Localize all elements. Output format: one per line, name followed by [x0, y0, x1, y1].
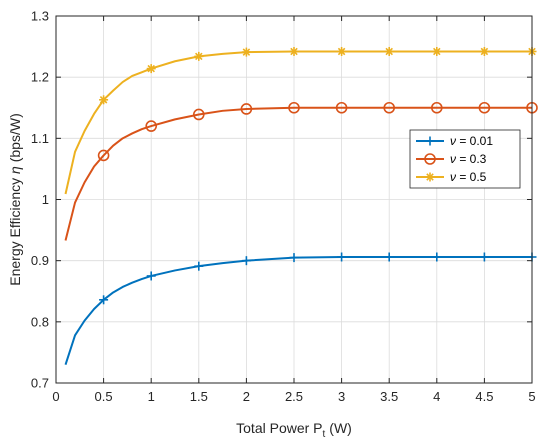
- y-tick-label: 0.7: [31, 376, 49, 391]
- legend-label-value: = 0.5: [456, 170, 487, 184]
- y-tick-label: 1.1: [31, 131, 49, 146]
- x-tick-label: 4: [433, 389, 440, 404]
- legend-label-symbol: ν: [450, 152, 456, 166]
- data-point: [146, 271, 156, 281]
- x-tick-label: 5: [528, 389, 535, 404]
- x-tick-label: 4.5: [475, 389, 493, 404]
- data-point: [384, 46, 394, 56]
- x-axis-title-main: Total Power P: [236, 420, 322, 436]
- data-point: [337, 252, 347, 262]
- legend-marker: [424, 153, 436, 165]
- legend-marker: [425, 136, 435, 146]
- data-point: [432, 46, 442, 56]
- series-line: [64, 106, 532, 241]
- legend-item: ν = 0.01: [416, 134, 493, 148]
- y-axis-title-suffix: (bps/W): [7, 113, 23, 166]
- data-point: [97, 149, 110, 162]
- data-point: [288, 101, 300, 114]
- data-point: [99, 295, 109, 305]
- legend-item: ν = 0.3: [416, 152, 487, 166]
- series-2: [64, 101, 538, 241]
- data-point: [383, 101, 396, 114]
- y-tick-label: 1.3: [31, 9, 49, 24]
- legend-label-symbol: ν: [450, 134, 456, 148]
- data-point: [241, 256, 251, 266]
- data-point: [478, 101, 491, 114]
- x-tick-label: 0.5: [95, 389, 113, 404]
- legend-label: ν = 0.5: [450, 170, 487, 184]
- data-point: [241, 47, 251, 57]
- data-point: [432, 252, 442, 262]
- legend-label: ν = 0.3: [450, 152, 487, 166]
- x-tick-label: 1: [148, 389, 155, 404]
- series-3: [64, 46, 537, 195]
- axis-tick-labels: 0 0.5 1 1.5 2 2.5 3 3.5 4 4.5 5 0.7 0.8 0.9 1 1.1 1.2 1.3: [31, 9, 536, 405]
- data-point: [479, 46, 489, 56]
- data-point: [289, 46, 299, 56]
- x-tick-label: 3.5: [380, 389, 398, 404]
- data-point: [194, 261, 204, 271]
- axis-ticks: [55, 15, 533, 384]
- data-point: [479, 252, 489, 262]
- y-tick-label: 0.8: [31, 314, 49, 329]
- data-point: [430, 101, 443, 114]
- x-tick-label: 2: [243, 389, 250, 404]
- y-tick-label: 0.9: [31, 253, 49, 268]
- data-point: [193, 108, 205, 121]
- legend: ν = 0.01ν = 0.3ν = 0.5: [409, 129, 521, 189]
- y-tick-label: 1: [42, 192, 49, 207]
- legend-label-value: = 0.01: [456, 134, 493, 148]
- data-point: [99, 95, 109, 105]
- y-axis-title-prefix: Energy Efficiency: [7, 174, 23, 286]
- y-tick-label: 1.2: [31, 70, 49, 85]
- data-point: [337, 46, 347, 56]
- data-point: [145, 120, 157, 132]
- data-point: [289, 253, 299, 263]
- legend-marker: [425, 172, 435, 182]
- x-tick-label: 0: [52, 389, 59, 404]
- series-line: [64, 256, 532, 365]
- x-tick-label: 2.5: [285, 389, 303, 404]
- y-axis-title-symbol: η: [7, 166, 23, 174]
- plot-series: [64, 46, 538, 365]
- legend-label-symbol: ν: [450, 170, 456, 184]
- legend-item: ν = 0.5: [416, 170, 487, 184]
- data-point: [194, 51, 204, 61]
- data-point: [240, 103, 253, 115]
- x-axis-title: Total Power Pt (W): [236, 420, 352, 440]
- x-axis-title-unit: (W): [329, 420, 352, 436]
- legend-label-value: = 0.3: [456, 152, 487, 166]
- data-point: [384, 252, 394, 262]
- x-tick-label: 3: [338, 389, 345, 404]
- data-point: [335, 101, 348, 114]
- x-tick-label: 1.5: [190, 389, 208, 404]
- data-point: [146, 64, 156, 74]
- x-axis-title-subscript: t: [323, 429, 326, 440]
- legend-label: ν = 0.01: [450, 134, 493, 148]
- series-line: [64, 50, 532, 195]
- y-axis-title: Energy Efficiency η (bps/W): [7, 113, 23, 285]
